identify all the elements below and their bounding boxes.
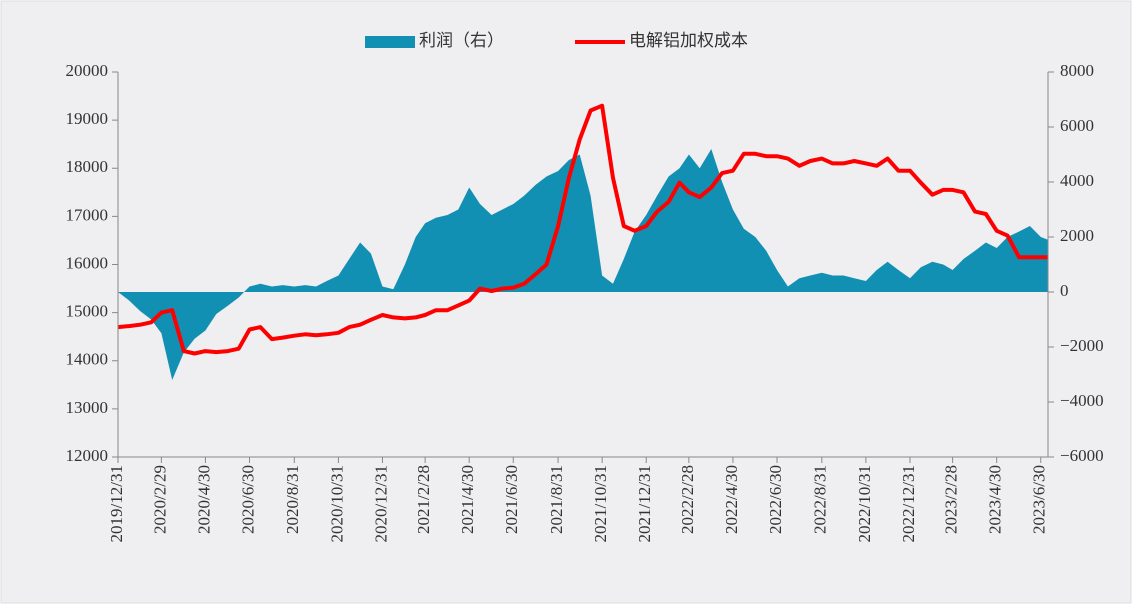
y-tick-label: 15000 (66, 302, 109, 321)
y2-tick-label: 4000 (1060, 171, 1094, 190)
y-tick-label: 16000 (66, 253, 109, 272)
x-tick-label: 2023/2/28 (942, 465, 961, 534)
x-tick-label: 2023/4/30 (986, 465, 1005, 534)
y-tick-label: 13000 (66, 398, 109, 417)
y2-tick-label: 6000 (1060, 116, 1094, 135)
x-tick-label: 2023/6/30 (1030, 465, 1049, 534)
x-tick-label: 2021/6/30 (502, 465, 521, 534)
cost-line (117, 103, 1048, 356)
legend-label: 利润（右） (419, 31, 504, 50)
x-tick-label: 2022/2/28 (678, 465, 697, 534)
y-tick-label: 14000 (66, 350, 109, 369)
y-tick-label: 20000 (66, 61, 109, 80)
x-tick-label: 2020/10/31 (327, 465, 346, 542)
x-tick-label: 2021/2/28 (414, 465, 433, 534)
x-tick-label: 2021/4/30 (458, 465, 477, 534)
x-tick-label: 2022/4/30 (722, 465, 741, 534)
y2-tick-label: −4000 (1060, 391, 1104, 410)
x-tick-label: 2020/2/29 (150, 465, 169, 534)
x-tick-label: 2021/12/31 (635, 465, 654, 542)
legend-swatch (365, 36, 415, 48)
y2-tick-label: −6000 (1060, 446, 1104, 465)
x-tick-label: 2022/10/31 (855, 465, 874, 542)
x-tick-label: 2019/12/31 (107, 465, 126, 542)
x-tick-label: 2022/6/30 (766, 465, 785, 534)
y-tick-label: 18000 (66, 157, 109, 176)
y-tick-label: 12000 (66, 446, 109, 465)
y2-tick-label: −2000 (1060, 336, 1104, 355)
legend-label: 电解铝加权成本 (629, 31, 748, 50)
y2-tick-label: 0 (1060, 281, 1069, 300)
x-tick-label: 2021/8/31 (547, 465, 566, 534)
y2-tick-label: 2000 (1060, 226, 1094, 245)
y-tick-label: 19000 (66, 109, 109, 128)
x-tick-label: 2020/12/31 (371, 465, 390, 542)
x-tick-label: 2021/10/31 (591, 465, 610, 542)
y2-tick-label: 8000 (1060, 61, 1094, 80)
x-tick-label: 2020/6/30 (238, 465, 257, 534)
profit-area (118, 149, 1048, 380)
x-tick-label: 2022/12/31 (899, 465, 918, 542)
x-tick-label: 2020/4/30 (194, 465, 213, 534)
x-tick-label: 2022/8/31 (811, 465, 830, 534)
y-tick-label: 17000 (66, 205, 109, 224)
x-tick-label: 2020/8/31 (283, 465, 302, 534)
